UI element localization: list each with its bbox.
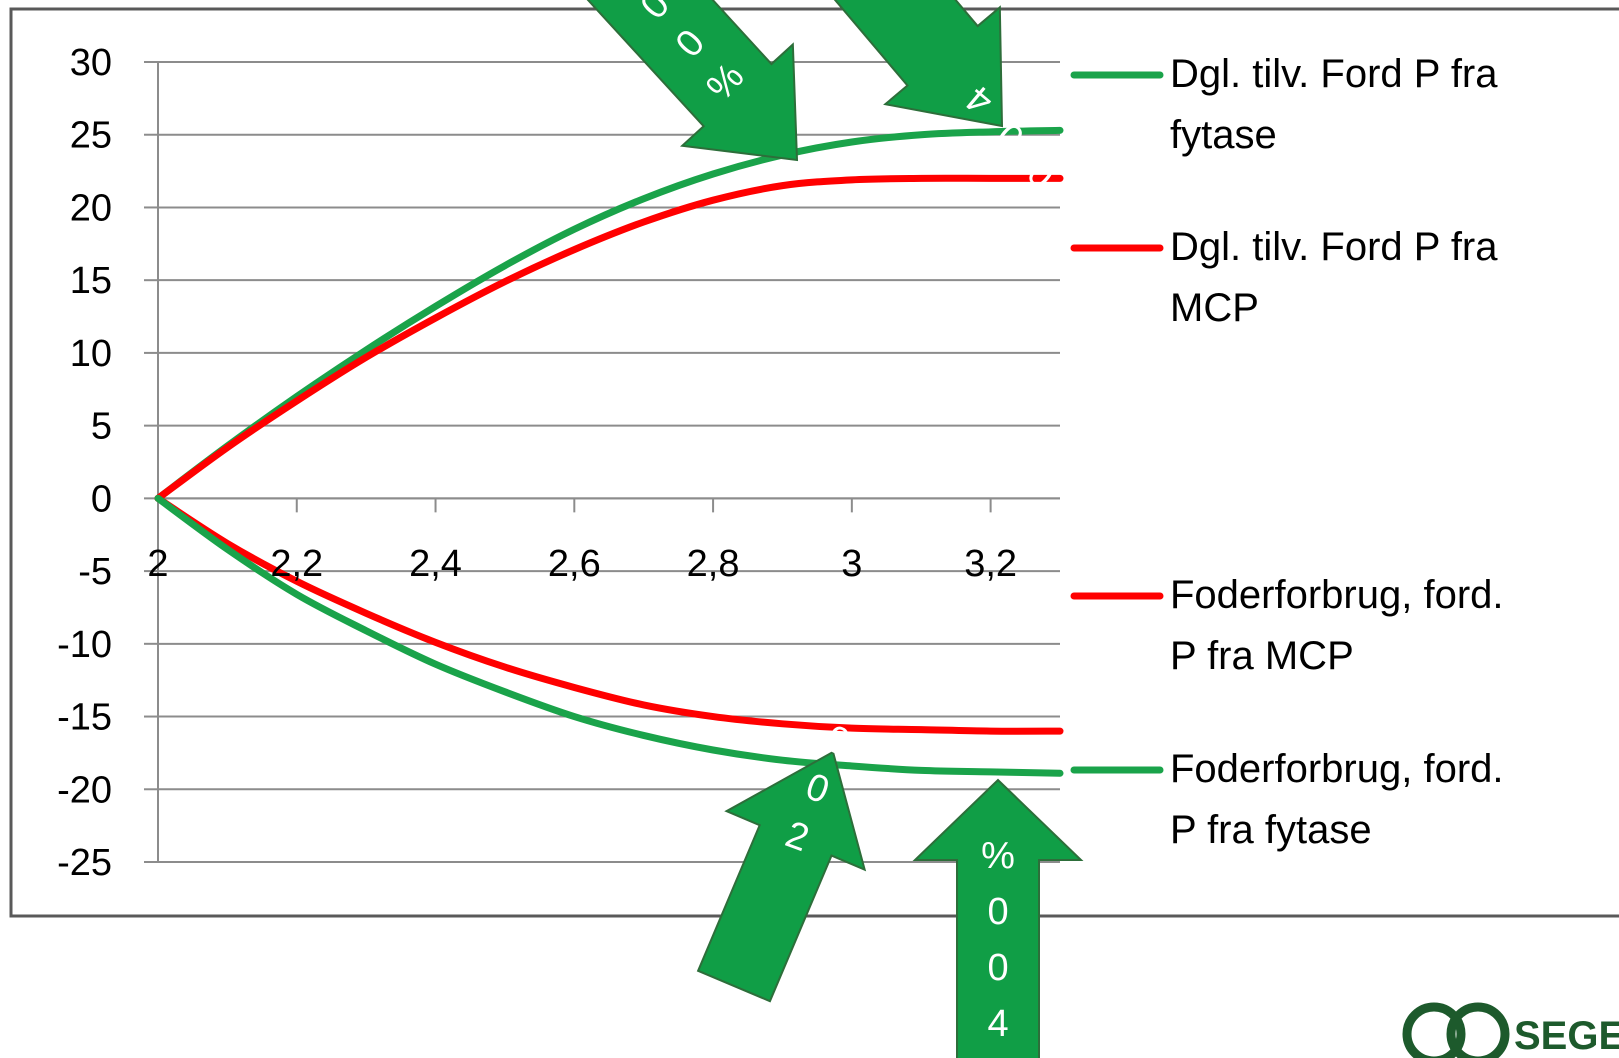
arrow-bottom-400-label-char: 4 bbox=[987, 1003, 1008, 1045]
axes bbox=[144, 61, 1060, 863]
y-tick-label: 20 bbox=[70, 187, 112, 229]
series-line-3 bbox=[154, 494, 1064, 777]
legend-label-line1: Foderforbrug, ford. bbox=[1170, 747, 1504, 791]
logo: SEGES bbox=[1402, 1002, 1619, 1058]
series-line-1 bbox=[154, 174, 1064, 502]
x-tick-label: 2,8 bbox=[687, 543, 740, 585]
y-tick-label: -15 bbox=[57, 697, 112, 739]
arrow-bottom-400-label-char: 0 bbox=[987, 891, 1008, 933]
arrow-bottom-200-shape bbox=[696, 750, 867, 1003]
y-tick-label: 0 bbox=[91, 478, 112, 520]
y-tick-label: -25 bbox=[57, 842, 112, 884]
logo-ring-left bbox=[1402, 1002, 1466, 1058]
legend-label-line1: Dgl. tilv. Ford P fra bbox=[1170, 225, 1498, 269]
x-tick-label: 3 bbox=[841, 543, 862, 585]
x-tick-labels: 2 2,2 2,4 2,6 2,8 3 3,2 bbox=[147, 543, 1017, 585]
x-tick-label: 2,6 bbox=[548, 543, 601, 585]
y-tick-label: -20 bbox=[57, 769, 112, 811]
legend-label-line2: P fra fytase bbox=[1170, 808, 1372, 852]
legend-label-line1: Foderforbrug, ford. bbox=[1170, 573, 1504, 617]
series-line-0 bbox=[154, 126, 1064, 502]
legend-label-line2: P fra MCP bbox=[1170, 634, 1354, 678]
y-tick-label: -10 bbox=[57, 624, 112, 666]
arrow-bottom-400: 4 0 0% bbox=[912, 778, 1084, 1058]
arrow-top-200-shape bbox=[586, 0, 799, 162]
x-tick-label: 3,2 bbox=[964, 543, 1017, 585]
arrow-bottom-400-shape bbox=[912, 778, 1084, 1058]
y-tick-labels: 30 25 20 15 10 5 0 -5 -10 -15 -20 -25 bbox=[57, 42, 112, 884]
arrow-top-200: 200% bbox=[586, 0, 799, 162]
series-line-2 bbox=[154, 494, 1064, 735]
arrow-top-400-shape bbox=[833, 0, 1004, 128]
legend: Dgl. tilv. Ford P fra fytase Dgl. tilv. Fo… bbox=[1070, 52, 1504, 852]
series-lines bbox=[154, 126, 1064, 777]
arrow-bottom-200: 200% bbox=[696, 668, 881, 1003]
logo-ring-right bbox=[1446, 1002, 1510, 1058]
y-tick-label: 25 bbox=[70, 115, 112, 157]
legend-label-line2: MCP bbox=[1170, 286, 1259, 330]
x-tick-label: 2,2 bbox=[270, 543, 323, 585]
y-tick-label: 10 bbox=[70, 333, 112, 375]
y-tick-label: 5 bbox=[91, 406, 112, 448]
legend-label-line2: fytase bbox=[1170, 113, 1277, 157]
y-tick-label: 30 bbox=[70, 42, 112, 84]
x-tick-label: 2,4 bbox=[409, 543, 462, 585]
arrow-bottom-400-label-char: % bbox=[981, 835, 1015, 877]
y-tick-label: 15 bbox=[70, 260, 112, 302]
y-tick-label: -5 bbox=[78, 551, 112, 593]
arrow-bottom-400-label-char: 0 bbox=[987, 947, 1008, 989]
legend-label-line1: Dgl. tilv. Ford P fra bbox=[1170, 52, 1498, 96]
logo-wordmark: SEGES bbox=[1514, 1014, 1619, 1058]
x-tick-label: 2 bbox=[147, 543, 168, 585]
